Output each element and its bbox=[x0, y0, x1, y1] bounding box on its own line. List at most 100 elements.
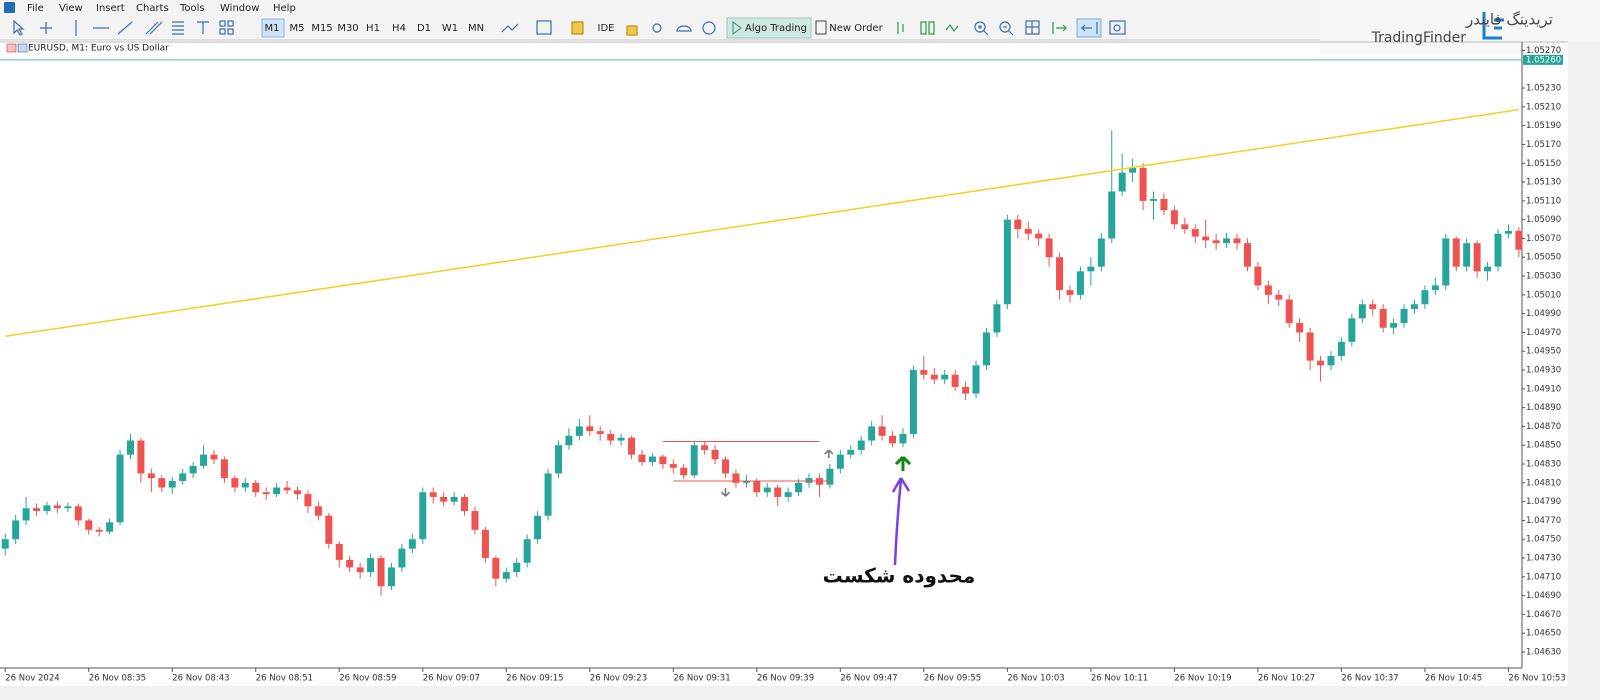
candle-body bbox=[85, 520, 93, 530]
candle-body bbox=[1358, 304, 1366, 319]
candle-body bbox=[74, 506, 82, 521]
y-tick-label: 1.05230 bbox=[1526, 84, 1561, 94]
timeframe-button[interactable]: M1 bbox=[265, 23, 280, 34]
active-timeframe[interactable] bbox=[261, 18, 285, 38]
candle-body bbox=[387, 567, 395, 587]
candle-body bbox=[1275, 294, 1283, 300]
logo-en: TradingFinder bbox=[1371, 30, 1467, 46]
algo-button-bg[interactable] bbox=[726, 17, 812, 39]
menu-item[interactable]: Charts bbox=[136, 3, 169, 14]
menu-item[interactable]: View bbox=[59, 3, 83, 14]
candle-body bbox=[732, 473, 740, 483]
candle-body bbox=[262, 492, 270, 495]
candle-body bbox=[742, 480, 750, 483]
candle-body bbox=[836, 454, 844, 469]
candle-body bbox=[847, 449, 855, 455]
y-tick-label: 1.04630 bbox=[1526, 648, 1561, 658]
candle-body bbox=[878, 426, 886, 436]
candle-body bbox=[398, 548, 406, 568]
candle-body bbox=[1014, 219, 1022, 230]
candle-body bbox=[346, 559, 354, 568]
candle-body bbox=[701, 445, 709, 450]
menu-item[interactable]: File bbox=[27, 3, 44, 14]
candle-body bbox=[1066, 290, 1074, 295]
candle-body bbox=[377, 558, 385, 587]
candle-body bbox=[64, 506, 72, 509]
timeframe-button[interactable]: W1 bbox=[442, 23, 458, 34]
y-tick-label: 1.05150 bbox=[1526, 159, 1561, 169]
candle-body bbox=[210, 454, 218, 460]
candle-body bbox=[930, 374, 938, 380]
y-tick-label: 1.04890 bbox=[1526, 403, 1561, 413]
candle-body bbox=[283, 487, 291, 491]
candle-body bbox=[889, 435, 897, 444]
candle-body bbox=[481, 529, 489, 559]
candle-body bbox=[200, 454, 208, 466]
candle-body bbox=[22, 508, 30, 521]
current-price-label: 1.05260 bbox=[1526, 55, 1561, 65]
candle-body bbox=[43, 505, 51, 512]
candle-body bbox=[962, 386, 970, 394]
menu-item[interactable]: Tools bbox=[179, 3, 205, 14]
y-tick-label: 1.04730 bbox=[1526, 554, 1561, 564]
x-tick-label: 26 Nov 10:45 bbox=[1425, 674, 1482, 684]
candle-body bbox=[33, 508, 41, 512]
candle-body bbox=[982, 332, 990, 366]
timeframe-button[interactable]: M30 bbox=[337, 23, 358, 34]
y-tick-label: 1.04810 bbox=[1526, 478, 1561, 488]
candle-body bbox=[826, 468, 834, 485]
candle-body bbox=[544, 473, 552, 516]
new-order-button[interactable]: New Order bbox=[829, 23, 883, 34]
candle-body bbox=[273, 487, 281, 495]
timeframe-button[interactable]: MN bbox=[468, 23, 484, 34]
ide-button[interactable]: IDE bbox=[598, 23, 615, 34]
x-tick-label: 26 Nov 09:15 bbox=[506, 674, 563, 684]
trend-line bbox=[5, 108, 1519, 337]
candle-body bbox=[565, 435, 573, 446]
candle-body bbox=[450, 496, 458, 502]
timeframe-button[interactable]: H1 bbox=[366, 23, 380, 34]
y-tick-label: 1.04950 bbox=[1526, 347, 1561, 357]
signal-arrow bbox=[824, 449, 834, 459]
timeframe-button[interactable]: M5 bbox=[290, 23, 305, 34]
logo-icon bbox=[1482, 12, 1504, 40]
toolbar-icons bbox=[13, 18, 1126, 38]
candle-body bbox=[502, 572, 510, 579]
menu-item[interactable]: Window bbox=[220, 3, 259, 14]
candle-body bbox=[1056, 257, 1064, 291]
candle-body bbox=[126, 440, 134, 455]
candle-body bbox=[1327, 355, 1335, 366]
y-tick-label: 1.04690 bbox=[1526, 591, 1561, 601]
candle-body bbox=[304, 494, 312, 507]
candle-body bbox=[1118, 172, 1126, 192]
candle-body bbox=[1473, 243, 1481, 272]
timeframe-button[interactable]: D1 bbox=[417, 23, 431, 34]
candle-body bbox=[1087, 266, 1095, 272]
candle-body bbox=[179, 473, 187, 481]
candle-body bbox=[1233, 238, 1241, 244]
timeframe-button[interactable]: H4 bbox=[392, 23, 406, 34]
candle-body bbox=[753, 480, 761, 493]
y-tick-label: 1.05110 bbox=[1526, 196, 1561, 206]
x-tick-label: 26 Nov 10:53 bbox=[1508, 674, 1565, 684]
candle-body bbox=[1296, 323, 1304, 333]
x-tick-label: 26 Nov 09:07 bbox=[423, 674, 480, 684]
menu-item[interactable]: Help bbox=[273, 3, 296, 14]
candle-body bbox=[95, 529, 103, 532]
menu-item[interactable]: Insert bbox=[96, 3, 125, 14]
candle-body bbox=[1181, 224, 1189, 230]
x-tick-label: 26 Nov 09:23 bbox=[590, 674, 647, 684]
y-tick-label: 1.05010 bbox=[1526, 290, 1561, 300]
timeframe-button[interactable]: M15 bbox=[311, 23, 332, 34]
candle-body bbox=[638, 454, 646, 463]
y-tick-label: 1.04930 bbox=[1526, 366, 1561, 376]
candle-body bbox=[920, 370, 928, 375]
order-icon bbox=[815, 20, 827, 35]
x-tick-label: 26 Nov 10:03 bbox=[1007, 674, 1064, 684]
candle-body bbox=[1442, 238, 1450, 286]
candle-body bbox=[951, 374, 959, 387]
candle-body bbox=[857, 440, 865, 450]
candle-body bbox=[408, 539, 416, 549]
algo-trading-button[interactable]: Algo Trading bbox=[745, 23, 807, 34]
